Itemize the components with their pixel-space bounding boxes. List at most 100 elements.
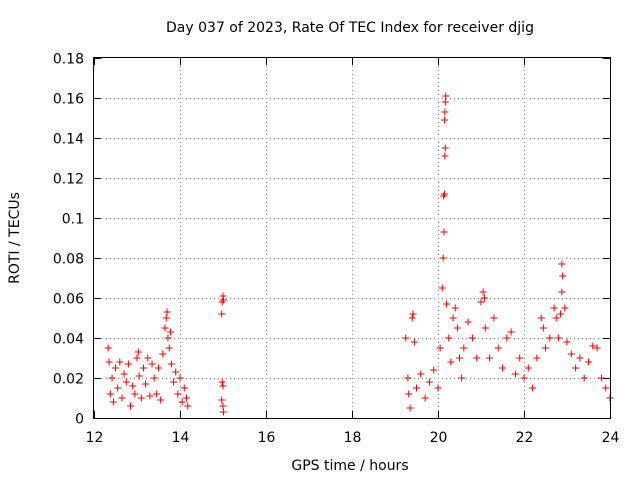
data-point (589, 342, 597, 350)
data-point (546, 334, 554, 342)
data-point (106, 390, 114, 398)
data-point (425, 378, 433, 386)
grid-lines (94, 58, 610, 418)
data-point (105, 358, 113, 366)
data-point (533, 354, 541, 362)
data-point (520, 374, 528, 382)
data-point (554, 334, 562, 342)
data-point (477, 298, 485, 306)
data-point (481, 324, 489, 332)
data-point (133, 354, 141, 362)
data-point (441, 152, 449, 160)
y-tick-label: 0.16 (53, 92, 84, 108)
data-point (218, 378, 226, 386)
data-point (162, 314, 170, 322)
data-point (447, 358, 455, 366)
data-point (542, 344, 549, 352)
y-axis-label: ROTI / TECUs (7, 192, 23, 284)
data-markers (104, 92, 614, 416)
y-tick-label: 0.18 (53, 52, 84, 68)
data-point (453, 324, 461, 332)
x-tick-label: 24 (602, 430, 620, 446)
data-point (134, 348, 142, 356)
data-point (152, 390, 160, 398)
data-point (219, 408, 227, 416)
data-point (127, 402, 135, 410)
data-point (572, 364, 580, 372)
data-point (139, 364, 147, 372)
data-point (550, 304, 558, 312)
data-point (218, 396, 226, 404)
y-tick-label: 0 (75, 412, 84, 428)
data-point (170, 378, 178, 386)
data-point (539, 324, 547, 332)
x-axis-label: GPS time / hours (291, 458, 408, 474)
data-point (157, 396, 165, 404)
y-tick-label: 0.1 (62, 212, 84, 228)
data-point (507, 328, 515, 336)
data-point (413, 384, 420, 392)
data-point (441, 108, 449, 116)
data-point (479, 288, 487, 296)
data-point (552, 314, 560, 322)
data-point (593, 344, 601, 352)
data-point (150, 374, 158, 382)
data-point (404, 374, 412, 382)
data-point (120, 370, 128, 378)
data-point (146, 392, 154, 400)
data-point (218, 310, 226, 318)
data-point (114, 384, 122, 392)
data-point (172, 368, 180, 376)
y-tick-label: 0.12 (53, 172, 84, 188)
data-point (558, 260, 566, 268)
data-point (511, 370, 519, 378)
data-point (135, 372, 143, 380)
data-point (167, 360, 175, 368)
data-point (430, 366, 438, 374)
x-tick-label: 16 (258, 430, 276, 446)
data-point (451, 304, 459, 312)
data-point (490, 314, 498, 322)
data-point (585, 358, 592, 366)
data-point (219, 296, 227, 304)
data-point (473, 354, 481, 362)
data-point (118, 394, 126, 402)
data-point (108, 374, 116, 382)
plot-frame (93, 57, 611, 419)
data-point (155, 364, 162, 372)
data-point (176, 374, 184, 382)
x-tick-label: 22 (516, 430, 534, 446)
data-point (443, 300, 451, 308)
y-tick-label: 0.14 (53, 132, 84, 148)
y-tick-label: 0.08 (53, 252, 84, 268)
data-point (494, 344, 502, 352)
data-point (219, 382, 227, 390)
y-tick-label: 0.02 (53, 372, 84, 388)
data-point (529, 384, 537, 392)
data-point (142, 380, 150, 388)
data-point (184, 402, 192, 410)
x-tick-label: 18 (344, 430, 362, 446)
data-point (408, 314, 416, 322)
data-point (129, 382, 137, 390)
data-point (559, 272, 567, 280)
data-point (148, 360, 156, 368)
data-point (580, 374, 588, 382)
data-point (486, 354, 494, 362)
data-point (180, 384, 188, 392)
data-point (503, 334, 511, 342)
data-point (558, 288, 566, 296)
data-point (164, 334, 172, 342)
data-point (557, 310, 565, 318)
data-point (167, 328, 175, 336)
data-point (116, 358, 124, 366)
data-point (131, 390, 139, 398)
data-point (163, 308, 171, 316)
data-point (174, 390, 182, 398)
data-point (458, 374, 466, 382)
data-point (409, 310, 417, 318)
data-point (440, 192, 448, 200)
data-point (499, 364, 506, 372)
data-point (417, 370, 425, 378)
